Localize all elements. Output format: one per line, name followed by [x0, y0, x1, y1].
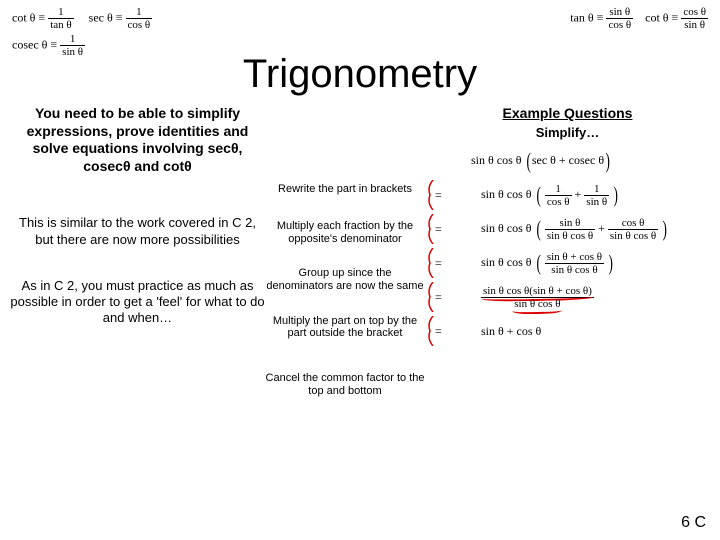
simplify-label: Simplify…	[425, 125, 710, 140]
paragraph-1: This is similar to the work covered in C…	[10, 215, 265, 248]
brace-icon	[425, 180, 435, 210]
brace-icon	[425, 214, 435, 244]
paragraph-2: As in C 2, you must practice as much as …	[10, 278, 265, 327]
annotation-2: Multiply each fraction by the opposite's…	[265, 220, 425, 245]
header-formulas: cot θ ≡ 1tan θ sec θ ≡ 1cos θ cosec θ ≡ …	[0, 0, 720, 60]
header-formulas-right: tan θ ≡ sin θcos θ cot θ ≡ cos θsin θ	[570, 6, 708, 60]
example-questions-heading: Example Questions	[425, 105, 710, 121]
left-column: You need to be able to simplify expressi…	[10, 105, 265, 401]
brace-icon	[425, 248, 435, 278]
equation-row: sin θ cos θ (sec θ + cosec θ)	[425, 146, 710, 176]
main-content: You need to be able to simplify expressi…	[0, 97, 720, 401]
section-label: 6 C	[681, 514, 706, 532]
annotation-1: Rewrite the part in brackets	[265, 183, 425, 196]
formula-tan: tan θ ≡ sin θcos θ cot θ ≡ cos θsin θ	[570, 6, 708, 31]
equation-row: = sin θ + cos θ	[425, 316, 710, 346]
formula-cot: cot θ ≡ 1tan θ sec θ ≡ 1cos θ	[12, 6, 152, 31]
brace-icon	[425, 316, 435, 346]
brace-icon	[425, 282, 435, 312]
annotation-3: Group up since the denominators are now …	[265, 267, 425, 292]
equation-list: sin θ cos θ (sec θ + cosec θ) = sin θ co…	[425, 146, 710, 346]
header-formulas-left: cot θ ≡ 1tan θ sec θ ≡ 1cos θ cosec θ ≡ …	[12, 6, 152, 60]
formula-cosec: cosec θ ≡ 1sin θ	[12, 33, 152, 58]
intro-text: You need to be able to simplify expressi…	[10, 105, 265, 175]
right-column: Example Questions Simplify… sin θ cos θ …	[425, 105, 710, 401]
equation-row: = sin θ cos θ(sin θ + cos θ) sin θ cos θ	[425, 282, 710, 312]
annotation-5: Cancel the common factor to the top and …	[265, 372, 425, 397]
equation-row: = sin θ cos θ ( sin θ + cos θsin θ cos θ…	[425, 248, 710, 278]
annotation-4: Multiply the part on top by the part out…	[265, 315, 425, 340]
annotations-column: Rewrite the part in brackets Multiply ea…	[265, 105, 425, 401]
equation-row: = sin θ cos θ ( sin θsin θ cos θ + cos θ…	[425, 214, 710, 244]
equation-row: = sin θ cos θ ( 1cos θ + 1sin θ )	[425, 180, 710, 210]
